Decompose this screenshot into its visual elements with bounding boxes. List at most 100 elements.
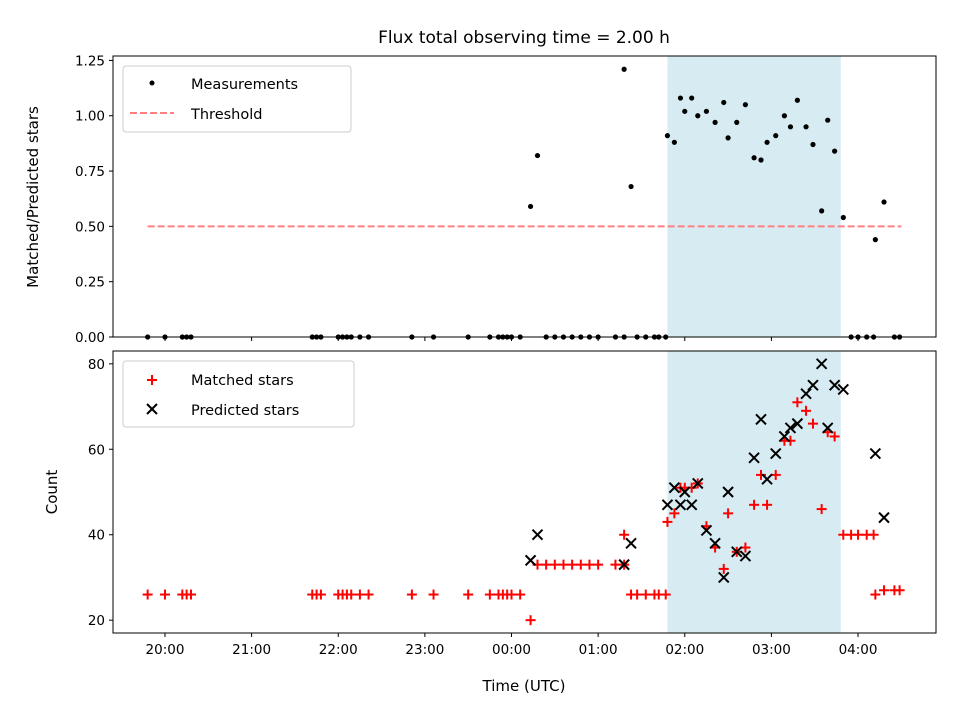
predicted-stars-point bbox=[800, 388, 812, 400]
matched-stars-point bbox=[894, 585, 905, 596]
top-y-ticks: 0.00 0.25 0.50 0.75 1.00 1.25 bbox=[75, 53, 113, 346]
matched-stars-point bbox=[610, 559, 621, 570]
top-y-tick-label: 0.75 bbox=[75, 164, 105, 180]
bottom-x-tick-label: 03:00 bbox=[752, 642, 791, 658]
measurement-point bbox=[781, 113, 787, 119]
top-panel: 0.00 0.25 0.50 0.75 1.00 1.25 Matched/Predict… bbox=[24, 53, 937, 346]
measurement-point bbox=[810, 141, 816, 148]
figure-title: Flux total observing time = 2.00 h bbox=[378, 28, 670, 48]
measurement-point bbox=[872, 237, 878, 243]
matched-stars-point bbox=[593, 559, 604, 570]
measurement-point bbox=[534, 152, 541, 159]
bottom-x-tick-label: 01:00 bbox=[579, 642, 618, 658]
measurement-point bbox=[527, 203, 534, 210]
bottom-x-tick-label: 20:00 bbox=[146, 642, 185, 658]
measurement-point bbox=[787, 124, 794, 130]
bottom-x-ticks: 20:00 21:00 22:00 23:00 00:00 01:00 02:00 03:00… bbox=[146, 633, 877, 658]
measurement-point bbox=[682, 108, 688, 114]
matched-stars-point bbox=[506, 589, 517, 600]
measurement-point bbox=[689, 95, 695, 101]
predicted-stars-point bbox=[791, 417, 804, 430]
matched-stars-point bbox=[816, 504, 827, 515]
bottom-legend: Matched stars Predicted stars bbox=[122, 360, 355, 428]
predicted-stars-legend-label: Predicted stars bbox=[191, 403, 299, 419]
matched-stars-legend-marker bbox=[147, 375, 157, 385]
matched-stars-point bbox=[558, 559, 569, 570]
predicted-stars-point bbox=[755, 413, 767, 426]
predicted-stars-point bbox=[718, 571, 730, 584]
predicted-stars-point bbox=[674, 499, 687, 511]
top-y-tick-label: 1.00 bbox=[75, 109, 105, 125]
top-axes-frame bbox=[112, 55, 937, 338]
predicted-stars-point bbox=[709, 537, 721, 549]
top-x-ticks bbox=[164, 337, 859, 341]
bottom-y-tick-label: 60 bbox=[88, 442, 105, 458]
predicted-stars-point bbox=[828, 379, 841, 391]
matched-stars-point bbox=[428, 589, 439, 600]
predicted-stars-point bbox=[731, 546, 743, 558]
top-y-axis-label: Matched/Predicted stars bbox=[24, 106, 42, 288]
top-y-tick-label: 0.00 bbox=[75, 330, 105, 346]
measurement-point bbox=[621, 66, 627, 72]
bottom-x-tick-label: 00:00 bbox=[492, 642, 531, 658]
matched-stars-point bbox=[363, 589, 374, 600]
predicted-stars-point bbox=[679, 486, 691, 498]
bottom-x-tick-label: 02:00 bbox=[665, 642, 704, 658]
predicted-stars-point bbox=[661, 499, 674, 511]
measurement-point bbox=[703, 108, 710, 114]
predicted-stars-point bbox=[739, 550, 752, 562]
measurement-point bbox=[881, 199, 887, 205]
predicted-stars-point bbox=[625, 537, 637, 549]
measurement-point bbox=[832, 148, 838, 154]
bottom-marks bbox=[142, 358, 905, 626]
predicted-stars-point bbox=[722, 486, 734, 498]
matched-stars-point bbox=[749, 499, 760, 510]
top-legend-box bbox=[122, 65, 352, 133]
matched-stars-point bbox=[567, 559, 578, 570]
top-shaded-region bbox=[667, 56, 841, 337]
measurement-point bbox=[671, 139, 677, 145]
measurement-point bbox=[819, 208, 825, 214]
matched-stars-point bbox=[807, 418, 818, 429]
top-legend: Measurements Threshold bbox=[122, 65, 352, 133]
bottom-shaded-region bbox=[667, 351, 841, 633]
matched-stars-point bbox=[632, 589, 643, 600]
matched-stars-point bbox=[785, 435, 796, 446]
measurement-point bbox=[758, 157, 764, 163]
matched-stars-point bbox=[762, 499, 773, 510]
matched-stars-point bbox=[525, 615, 536, 626]
predicted-stars-point bbox=[668, 482, 681, 494]
bottom-x-tick-label: 23:00 bbox=[405, 642, 444, 658]
matched-stars-point bbox=[879, 585, 890, 596]
bottom-y-axis-label: Count bbox=[43, 470, 61, 515]
matched-stars-point bbox=[723, 508, 734, 519]
matched-stars-point bbox=[354, 589, 365, 600]
measurement-point bbox=[773, 133, 779, 139]
bottom-x-tick-label: 21:00 bbox=[232, 642, 271, 658]
measurement-point bbox=[825, 117, 831, 123]
bottom-axes-frame bbox=[112, 350, 937, 634]
predicted-stars-point bbox=[700, 524, 713, 537]
matched-stars-point bbox=[159, 589, 170, 600]
predicted-stars-point bbox=[815, 358, 828, 370]
measurement-point bbox=[725, 135, 731, 141]
matched-stars-point bbox=[575, 559, 586, 570]
predicted-stars-point bbox=[778, 430, 791, 443]
matched-stars-point bbox=[829, 431, 840, 442]
predicted-stars-point bbox=[878, 511, 890, 524]
matched-stars-point bbox=[463, 589, 474, 600]
matched-stars-point bbox=[801, 405, 812, 416]
predicted-stars-point bbox=[837, 383, 850, 396]
matched-stars-point bbox=[185, 589, 196, 600]
measurement-point bbox=[751, 155, 757, 161]
matched-stars-point bbox=[662, 516, 673, 527]
matched-stars-point bbox=[853, 529, 864, 540]
predicted-stars-point bbox=[524, 554, 537, 567]
top-y-tick-label: 0.25 bbox=[75, 275, 105, 291]
matched-stars-point bbox=[868, 529, 879, 540]
measurement-point bbox=[677, 95, 684, 101]
bottom-panel: 20 40 60 80 20:00 21:00 22:00 23:00 00:00 01:00 0… bbox=[43, 350, 937, 695]
measurement-point bbox=[742, 102, 749, 108]
matched-stars-point bbox=[640, 589, 651, 600]
